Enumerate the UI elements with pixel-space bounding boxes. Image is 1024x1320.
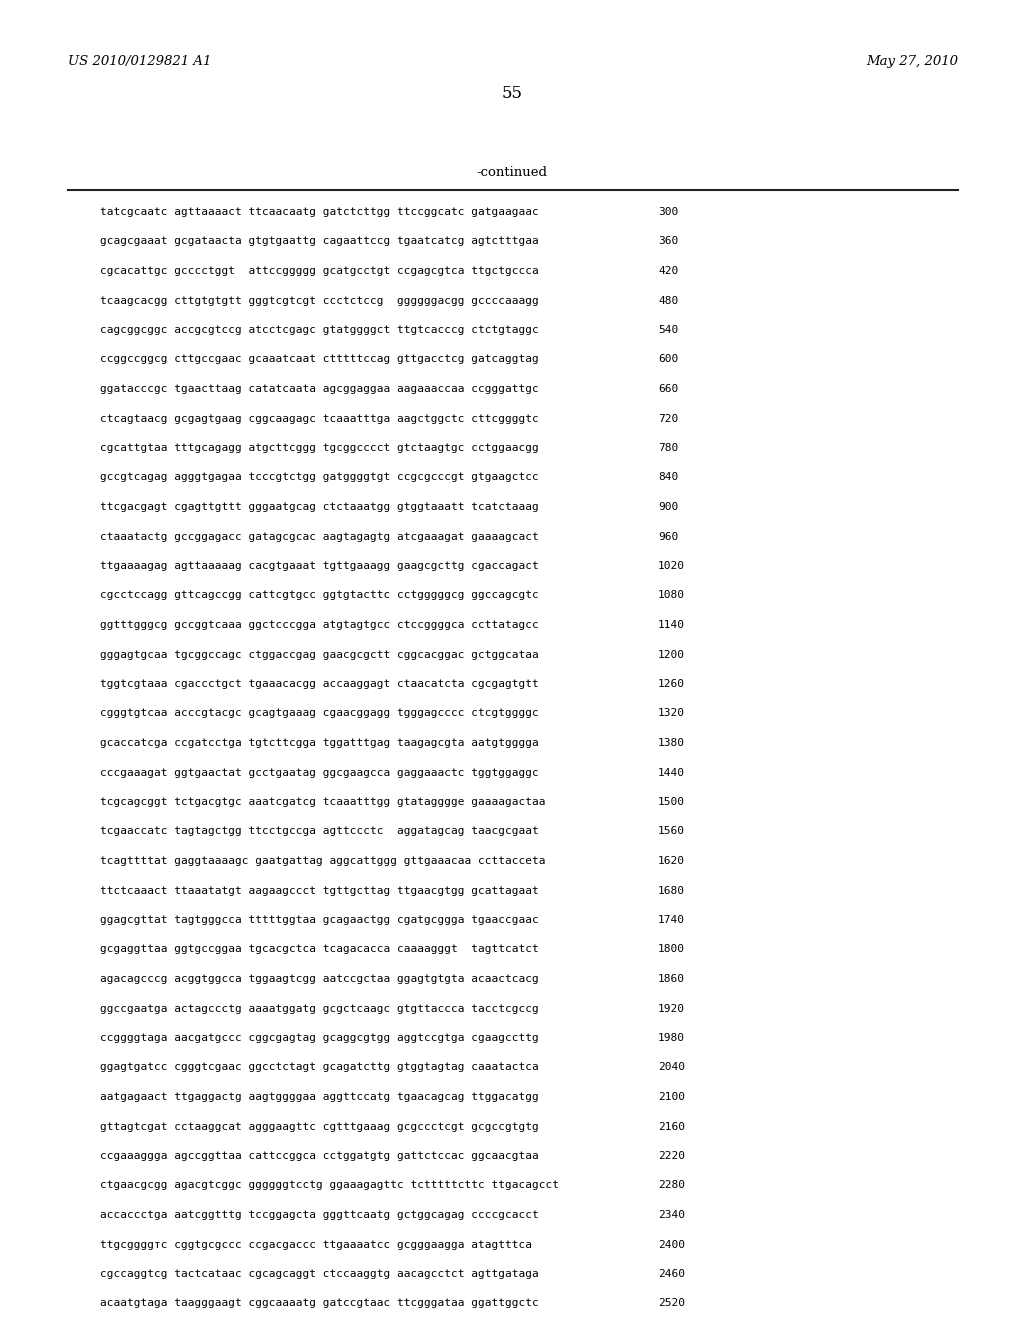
Text: accaccctga aatcggtttg tccggagcta gggttcaatg gctggcagag ccccgcacct: accaccctga aatcggtttg tccggagcta gggttca… xyxy=(100,1210,539,1220)
Text: 2460: 2460 xyxy=(658,1269,685,1279)
Text: 1860: 1860 xyxy=(658,974,685,983)
Text: 960: 960 xyxy=(658,532,678,541)
Text: 2280: 2280 xyxy=(658,1180,685,1191)
Text: ggtttgggcg gccggtcaaa ggctcccgga atgtagtgcc ctccggggca ccttatagcc: ggtttgggcg gccggtcaaa ggctcccgga atgtagt… xyxy=(100,620,539,630)
Text: ccggggtaga aacgatgccc cggcgagtag gcaggcgtgg aggtccgtga cgaagccttg: ccggggtaga aacgatgccc cggcgagtag gcaggcg… xyxy=(100,1034,539,1043)
Text: cgccaggtcg tactcataac cgcagcaggt ctccaaggtg aacagcctct agttgataga: cgccaggtcg tactcataac cgcagcaggt ctccaag… xyxy=(100,1269,539,1279)
Text: 1200: 1200 xyxy=(658,649,685,660)
Text: ctcagtaacg gcgagtgaag cggcaagagc tcaaatttga aagctggctc cttcggggtc: ctcagtaacg gcgagtgaag cggcaagagc tcaaatt… xyxy=(100,413,539,424)
Text: ggatacccgc tgaacttaag catatcaata agcggaggaa aagaaaccaa ccgggattgc: ggatacccgc tgaacttaag catatcaata agcggag… xyxy=(100,384,539,393)
Text: 360: 360 xyxy=(658,236,678,247)
Text: 1920: 1920 xyxy=(658,1003,685,1014)
Text: 2340: 2340 xyxy=(658,1210,685,1220)
Text: 1260: 1260 xyxy=(658,678,685,689)
Text: ttctcaaact ttaaatatgt aagaagccct tgttgcttag ttgaacgtgg gcattagaat: ttctcaaact ttaaatatgt aagaagccct tgttgct… xyxy=(100,886,539,895)
Text: ttgcggggтc cggtgcgccc ccgacgaccc ttgaaaatcc gcgggaagga atagtttca: ttgcggggтc cggtgcgccc ccgacgaccc ttgaaaa… xyxy=(100,1239,532,1250)
Text: agacagcccg acggtggcca tggaagtcgg aatccgctaa ggagtgtgta acaactcacg: agacagcccg acggtggcca tggaagtcgg aatccgc… xyxy=(100,974,539,983)
Text: cgggtgtcaa acccgtacgc gcagtgaaag cgaacggagg tgggagcccc ctcgtggggc: cgggtgtcaa acccgtacgc gcagtgaaag cgaacgg… xyxy=(100,709,539,718)
Text: gcaccatcga ccgatcctga tgtcttcgga tggatttgag taagagcgta aatgtgggga: gcaccatcga ccgatcctga tgtcttcgga tggattt… xyxy=(100,738,539,748)
Text: gcagcgaaat gcgataacta gtgtgaattg cagaattccg tgaatcatcg agtctttgaa: gcagcgaaat gcgataacta gtgtgaattg cagaatt… xyxy=(100,236,539,247)
Text: 300: 300 xyxy=(658,207,678,216)
Text: US 2010/0129821 A1: US 2010/0129821 A1 xyxy=(68,55,211,69)
Text: 1500: 1500 xyxy=(658,797,685,807)
Text: cagcggcggc accgcgtccg atcctcgagc gtatggggct ttgtcacccg ctctgtaggc: cagcggcggc accgcgtccg atcctcgagc gtatggg… xyxy=(100,325,539,335)
Text: tcgcagcggt tctgacgtgc aaatcgatcg tcaaatttgg gtatagggge gaaaagactaa: tcgcagcggt tctgacgtgc aaatcgatcg tcaaatt… xyxy=(100,797,546,807)
Text: 1560: 1560 xyxy=(658,826,685,837)
Text: ccgaaaggga agccggttaa cattccggca cctggatgtg gattctccac ggcaacgtaa: ccgaaaggga agccggttaa cattccggca cctggat… xyxy=(100,1151,539,1162)
Text: ccggccggcg cttgccgaac gcaaatcaat ctttttccag gttgacctcg gatcaggtag: ccggccggcg cttgccgaac gcaaatcaat ctttttc… xyxy=(100,355,539,364)
Text: tcagttttat gaggtaaaagc gaatgattag aggcattggg gttgaaacaa ccttacceta: tcagttttat gaggtaaaagc gaatgattag aggcat… xyxy=(100,855,546,866)
Text: aatgagaact ttgaggactg aagtggggaa aggttccatg tgaacagcag ttggacatgg: aatgagaact ttgaggactg aagtggggaa aggttcc… xyxy=(100,1092,539,1102)
Text: cgcattgtaa tttgcagagg atgcttcggg tgcggcccct gtctaagtgc cctggaacgg: cgcattgtaa tttgcagagg atgcttcggg tgcggcc… xyxy=(100,444,539,453)
Text: 600: 600 xyxy=(658,355,678,364)
Text: ttgaaaagag agttaaaaag cacgtgaaat tgttgaaagg gaagcgcttg cgaccagact: ttgaaaagag agttaaaaag cacgtgaaat tgttgaa… xyxy=(100,561,539,572)
Text: 660: 660 xyxy=(658,384,678,393)
Text: gttagtcgat cctaaggcat agggaagttc cgtttgaaag gcgccctcgt gcgccgtgtg: gttagtcgat cctaaggcat agggaagttc cgtttga… xyxy=(100,1122,539,1131)
Text: cccgaaagat ggtgaactat gcctgaatag ggcgaagcca gaggaaactc tggtggaggc: cccgaaagat ggtgaactat gcctgaatag ggcgaag… xyxy=(100,767,539,777)
Text: gcgaggttaa ggtgccggaa tgcacgctca tcagacacca caaaagggt  tagttcatct: gcgaggttaa ggtgccggaa tgcacgctca tcagaca… xyxy=(100,945,539,954)
Text: 1440: 1440 xyxy=(658,767,685,777)
Text: May 27, 2010: May 27, 2010 xyxy=(866,55,958,69)
Text: 55: 55 xyxy=(502,84,522,102)
Text: 540: 540 xyxy=(658,325,678,335)
Text: ctgaacgcgg agacgtcggc ggggggtcctg ggaaagagttc tctttttcttc ttgacagcct: ctgaacgcgg agacgtcggc ggggggtcctg ggaaag… xyxy=(100,1180,559,1191)
Text: 2520: 2520 xyxy=(658,1299,685,1308)
Text: 1380: 1380 xyxy=(658,738,685,748)
Text: 720: 720 xyxy=(658,413,678,424)
Text: cgcacattgc gcccctggt  attccggggg gcatgcctgt ccgagcgtca ttgctgccca: cgcacattgc gcccctggt attccggggg gcatgcct… xyxy=(100,267,539,276)
Text: 1740: 1740 xyxy=(658,915,685,925)
Text: 1020: 1020 xyxy=(658,561,685,572)
Text: 1680: 1680 xyxy=(658,886,685,895)
Text: gccgtcagag agggtgagaa tcccgtctgg gatggggtgt ccgcgcccgt gtgaagctcc: gccgtcagag agggtgagaa tcccgtctgg gatgggg… xyxy=(100,473,539,483)
Text: tatcgcaatc agttaaaact ttcaacaatg gatctcttgg ttccggcatc gatgaagaac: tatcgcaatc agttaaaact ttcaacaatg gatctct… xyxy=(100,207,539,216)
Text: tggtcgtaaa cgaccctgct tgaaacacgg accaaggagt ctaacatcta cgcgagtgtt: tggtcgtaaa cgaccctgct tgaaacacgg accaagg… xyxy=(100,678,539,689)
Text: 1320: 1320 xyxy=(658,709,685,718)
Text: acaatgtaga taagggaagt cggcaaaatg gatccgtaac ttcgggataа ggattggctc: acaatgtaga taagggaagt cggcaaaatg gatccgt… xyxy=(100,1299,539,1308)
Text: tcaagcacgg cttgtgtgtt gggtcgtcgt ccctctccg  ggggggacgg gccccaaagg: tcaagcacgg cttgtgtgtt gggtcgtcgt ccctctc… xyxy=(100,296,539,305)
Text: 780: 780 xyxy=(658,444,678,453)
Text: -continued: -continued xyxy=(476,165,548,178)
Text: gggagtgcaa tgcggccagc ctggaccgag gaacgcgctt cggcacggac gctggcataa: gggagtgcaa tgcggccagc ctggaccgag gaacgcg… xyxy=(100,649,539,660)
Text: 2040: 2040 xyxy=(658,1063,685,1072)
Text: 2400: 2400 xyxy=(658,1239,685,1250)
Text: 1800: 1800 xyxy=(658,945,685,954)
Text: 840: 840 xyxy=(658,473,678,483)
Text: 1140: 1140 xyxy=(658,620,685,630)
Text: ggccgaatga actagccctg aaaatggatg gcgctcaagc gtgttaccca tacctcgccg: ggccgaatga actagccctg aaaatggatg gcgctca… xyxy=(100,1003,539,1014)
Text: ggagcgttat tagtgggcca tttttggtaa gcagaactgg cgatgcggga tgaaccgaac: ggagcgttat tagtgggcca tttttggtaa gcagaac… xyxy=(100,915,539,925)
Text: 1620: 1620 xyxy=(658,855,685,866)
Text: tcgaaccatc tagtagctgg ttcctgccga agttccctc  aggatagcag taacgcgaat: tcgaaccatc tagtagctgg ttcctgccga agttccc… xyxy=(100,826,539,837)
Text: 1080: 1080 xyxy=(658,590,685,601)
Text: ctaaatactg gccggagacc gatagcgcac aagtagagtg atcgaaagat gaaaagcact: ctaaatactg gccggagacc gatagcgcac aagtaga… xyxy=(100,532,539,541)
Text: 480: 480 xyxy=(658,296,678,305)
Text: 900: 900 xyxy=(658,502,678,512)
Text: 1980: 1980 xyxy=(658,1034,685,1043)
Text: cgcctccagg gttcagccgg cattcgtgcc ggtgtacttc cctgggggcg ggccagcgtc: cgcctccagg gttcagccgg cattcgtgcc ggtgtac… xyxy=(100,590,539,601)
Text: ttcgacgagt cgagttgttt gggaatgcag ctctaaatgg gtggtaaatt tcatctaaag: ttcgacgagt cgagttgttt gggaatgcag ctctaaa… xyxy=(100,502,539,512)
Text: 2100: 2100 xyxy=(658,1092,685,1102)
Text: ggagtgatcc cgggtcgaac ggcctctagt gcagatcttg gtggtagtag caaatactca: ggagtgatcc cgggtcgaac ggcctctagt gcagatc… xyxy=(100,1063,539,1072)
Text: 2160: 2160 xyxy=(658,1122,685,1131)
Text: 420: 420 xyxy=(658,267,678,276)
Text: 2220: 2220 xyxy=(658,1151,685,1162)
